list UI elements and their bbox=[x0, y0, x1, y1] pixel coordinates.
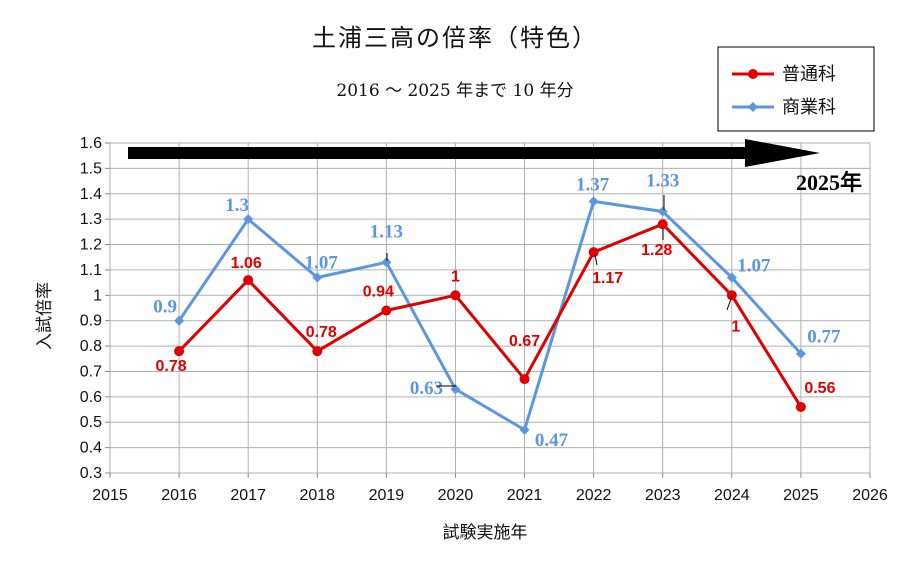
x-tick-label: 2020 bbox=[438, 487, 474, 504]
y-tick-label: 1.3 bbox=[80, 211, 102, 228]
data-label: 1 bbox=[451, 268, 460, 285]
data-point bbox=[519, 374, 530, 385]
data-point bbox=[450, 384, 461, 395]
series-line-2 bbox=[177, 199, 803, 432]
x-tick-label: 2017 bbox=[230, 487, 266, 504]
data-label: 0.78 bbox=[306, 324, 337, 341]
data-label: 1.33 bbox=[646, 171, 679, 192]
x-tick-label: 2022 bbox=[576, 487, 612, 504]
data-point bbox=[657, 206, 668, 217]
data-point bbox=[312, 272, 323, 283]
arrow-shaft bbox=[128, 147, 750, 159]
plot-area bbox=[109, 142, 871, 474]
data-label: 0.47 bbox=[535, 430, 569, 451]
data-label: 0.94 bbox=[363, 284, 394, 301]
data-label: 0.78 bbox=[156, 358, 187, 375]
data-point bbox=[243, 214, 254, 225]
gridlines bbox=[109, 142, 871, 474]
annotation-text: 2025年 bbox=[796, 170, 862, 195]
data-point bbox=[726, 272, 737, 283]
x-axis-label: 試験実施年 bbox=[443, 523, 528, 543]
data-label: 1.07 bbox=[305, 253, 339, 274]
y-tick-label: 1.4 bbox=[80, 186, 102, 203]
data-point bbox=[795, 402, 806, 412]
data-point bbox=[243, 275, 254, 286]
data-label: 1.07 bbox=[737, 256, 771, 277]
legend-marker-series-2 bbox=[748, 102, 758, 112]
y-tick-label: 0.8 bbox=[80, 338, 102, 355]
data-label: 1.3 bbox=[225, 195, 249, 216]
chart-subtitle: 2016 ～ 2025 年まで 10 年分 bbox=[336, 81, 573, 101]
data-label: 1.37 bbox=[576, 174, 610, 195]
chart-title: 土浦三高の倍率（特色） bbox=[312, 24, 598, 52]
x-tick-label: 2026 bbox=[852, 487, 888, 504]
data-label: 0.9 bbox=[153, 297, 177, 318]
y-tick-label: 0.3 bbox=[80, 465, 102, 482]
x-axis-ticks: 2015 2016 2017 2018 2019 2020 2021 2022 2023 2024… bbox=[92, 473, 888, 504]
data-point bbox=[381, 305, 392, 316]
data-label: 1.13 bbox=[370, 221, 403, 242]
y-axis-label: 入試倍率 bbox=[35, 282, 55, 350]
data-point bbox=[588, 247, 599, 258]
x-tick-label: 2021 bbox=[507, 487, 543, 504]
legend-marker-series-1 bbox=[748, 69, 758, 79]
y-tick-label: 0.5 bbox=[80, 414, 102, 431]
y-tick-label: 0.6 bbox=[80, 389, 102, 406]
label-leader-line bbox=[726, 295, 733, 311]
annotation-arrow bbox=[128, 139, 820, 167]
data-point bbox=[450, 290, 461, 301]
x-tick-label: 2023 bbox=[645, 487, 681, 504]
data-label: 1.17 bbox=[592, 270, 623, 287]
y-axis-ticks: 0.3 0.4 0.5 0.6 0.7 0.8 0.9 1 1.1 1.2 1.3 1.4 1.5 1.6 bbox=[80, 135, 110, 482]
label-leader-line bbox=[594, 254, 598, 266]
data-point bbox=[519, 424, 530, 435]
y-tick-label: 1 bbox=[93, 287, 102, 304]
data-labels: 0.78 1.06 0.78 0.94 1 0.67 1.17 1.28 1 0.56 0.9 1.3… bbox=[153, 171, 841, 451]
data-label: 0.77 bbox=[807, 327, 841, 348]
data-label: 0.56 bbox=[804, 380, 835, 397]
x-tick-label: 2024 bbox=[714, 487, 750, 504]
legend-box bbox=[717, 46, 875, 132]
data-label: 1.06 bbox=[231, 255, 262, 272]
y-tick-label: 1.5 bbox=[80, 160, 102, 177]
y-tick-label: 1.1 bbox=[80, 262, 102, 279]
x-tick-label: 2025 bbox=[783, 487, 819, 504]
series-line-1 bbox=[178, 222, 803, 408]
data-point bbox=[174, 346, 185, 357]
series-group bbox=[174, 196, 806, 435]
y-tick-label: 0.4 bbox=[80, 440, 102, 457]
data-label: 1 bbox=[731, 318, 740, 335]
legend: 普通科 商業科 bbox=[717, 46, 875, 132]
data-point bbox=[726, 290, 737, 301]
y-tick-label: 1.2 bbox=[80, 237, 102, 254]
data-point bbox=[312, 346, 323, 357]
data-point bbox=[657, 219, 668, 230]
data-label: 1.28 bbox=[641, 242, 672, 259]
legend-label-series-2: 商業科 bbox=[782, 97, 836, 118]
legend-label-series-1: 普通科 bbox=[782, 64, 836, 85]
y-tick-label: 0.9 bbox=[80, 313, 102, 330]
data-point bbox=[174, 315, 185, 326]
x-tick-label: 2019 bbox=[369, 487, 405, 504]
x-tick-label: 2016 bbox=[161, 487, 197, 504]
data-label: 0.67 bbox=[509, 333, 540, 350]
arrow-head bbox=[745, 139, 820, 167]
y-tick-label: 1.6 bbox=[80, 135, 102, 152]
x-tick-label: 2018 bbox=[299, 487, 335, 504]
data-label: 0.63 bbox=[410, 378, 443, 399]
x-tick-label: 2015 bbox=[92, 487, 128, 504]
data-point bbox=[381, 257, 392, 268]
data-point bbox=[588, 196, 599, 207]
y-tick-label: 0.7 bbox=[80, 363, 102, 380]
data-point bbox=[795, 348, 806, 359]
